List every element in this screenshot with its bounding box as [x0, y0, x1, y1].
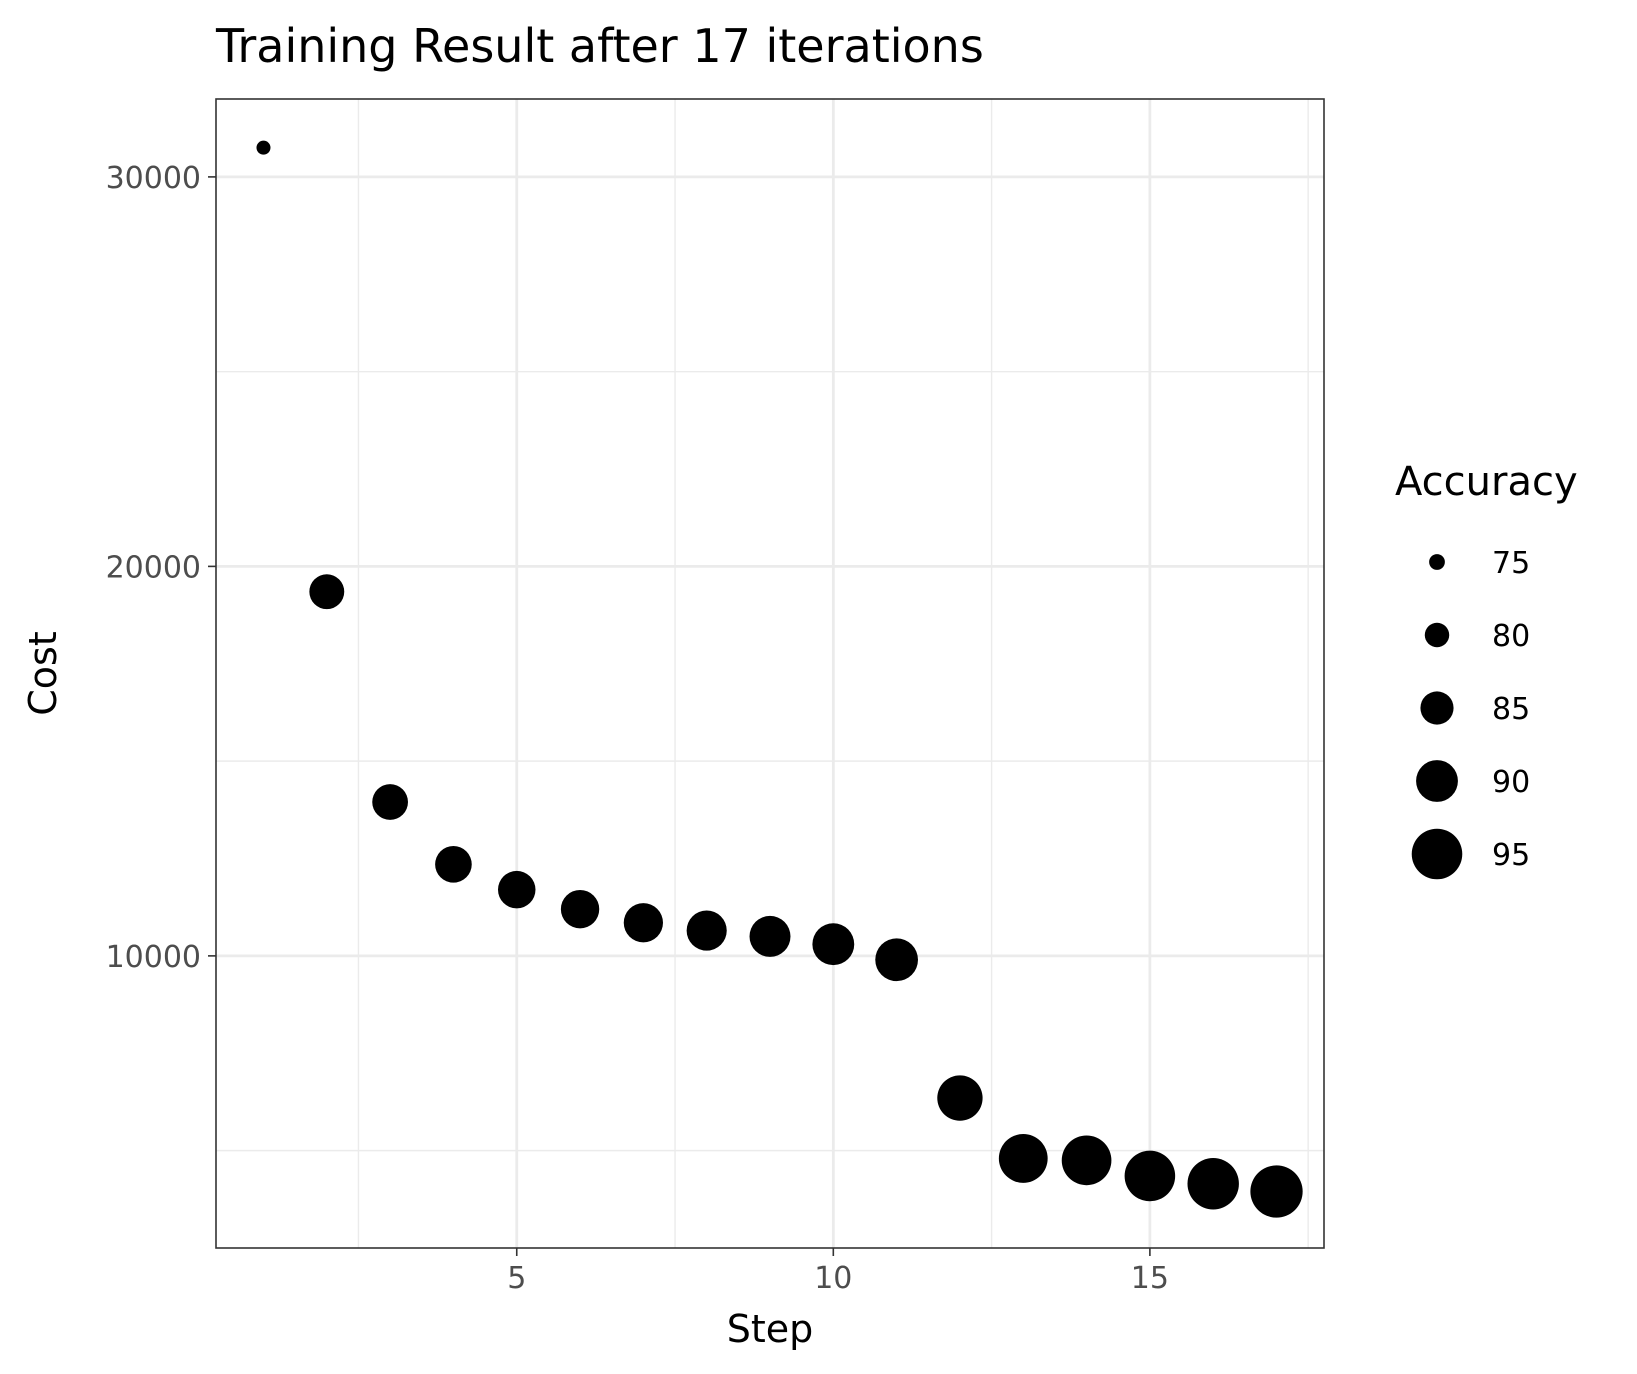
data-point	[998, 1134, 1048, 1183]
legend-title: Accuracy	[1395, 459, 1578, 505]
y-tick-label: 10000	[106, 940, 201, 975]
y-axis-title: Cost	[21, 631, 65, 715]
legend-key-point	[1411, 828, 1463, 880]
data-point	[749, 915, 791, 957]
data-point	[435, 846, 472, 883]
legend-entry-label: 75	[1492, 546, 1530, 581]
data-point	[1124, 1150, 1176, 1202]
plot-panel-border	[215, 98, 1325, 1249]
y-tick-label: 20000	[106, 550, 201, 585]
data-point	[937, 1075, 983, 1121]
x-tick-label: 10	[814, 1261, 852, 1296]
legend-entry-label: 95	[1492, 838, 1530, 873]
x-axis-title: Step	[727, 1307, 814, 1351]
data-points	[256, 140, 1303, 1218]
data-point	[686, 910, 727, 951]
grid-lines	[216, 99, 1324, 1248]
data-point	[1061, 1135, 1112, 1186]
data-point	[1250, 1165, 1303, 1218]
legend: Accuracy 75 80 85 90 95	[1395, 459, 1578, 880]
data-point	[372, 784, 408, 820]
legend-entry-label: 90	[1492, 765, 1530, 800]
data-point	[1187, 1158, 1239, 1210]
data-point	[875, 938, 918, 982]
chart-title: Training Result after 17 iterations	[215, 19, 984, 73]
x-tick-label: 15	[1131, 1261, 1169, 1296]
legend-entry-label: 85	[1492, 692, 1530, 727]
legend-key-point	[1429, 554, 1445, 570]
data-point	[256, 140, 271, 155]
legend-key-point	[1424, 622, 1450, 648]
data-point	[497, 870, 536, 909]
data-point	[623, 903, 663, 943]
legend-key-point	[1420, 691, 1454, 725]
legend-entry-label: 80	[1492, 619, 1530, 654]
legend-entries: 75 80 85 90 95	[1411, 546, 1530, 880]
axis-ticks: 5 10 15 10000 20000 30000	[106, 161, 1169, 1296]
legend-key-point	[1416, 760, 1458, 802]
data-point	[309, 574, 345, 610]
x-tick-label: 5	[507, 1261, 526, 1296]
data-point	[560, 889, 600, 929]
y-tick-label: 30000	[106, 161, 201, 196]
data-point	[812, 923, 855, 966]
